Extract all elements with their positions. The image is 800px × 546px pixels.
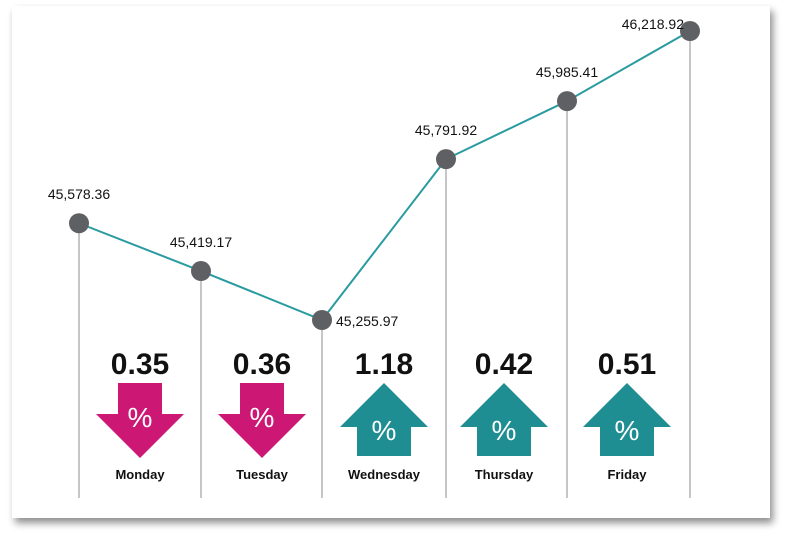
change-panels: 0.35% Monday 0.36% Tuesday 1.18% Wednesday 0.4…: [96, 348, 671, 482]
percent-symbol: %: [492, 415, 517, 446]
day-label-wednesday: Wednesday: [348, 467, 421, 482]
change-value-4: 0.42: [475, 348, 533, 381]
change-panel-monday: 0.35% Monday: [96, 348, 184, 482]
data-point-5: [557, 91, 577, 112]
value-label-4: 45,791.92: [415, 122, 477, 138]
change-panel-tuesday: 0.36% Tuesday: [218, 348, 306, 482]
drop-lines: [78, 31, 691, 498]
change-panel-thursday: 0.42% Thursday: [460, 348, 548, 482]
data-point-6: [680, 21, 700, 41]
data-point-3: [312, 310, 332, 330]
up-arrow-icon: [583, 383, 671, 456]
value-label-3: 45,255.97: [336, 313, 398, 329]
change-value-3: 1.18: [355, 348, 413, 381]
down-arrow-icon: [96, 383, 184, 458]
data-point-4: [436, 149, 456, 170]
up-arrow-icon: [340, 383, 428, 456]
value-label-5: 45,985.41: [536, 64, 598, 80]
series-line-group: [78, 30, 691, 322]
data-point-2: [191, 261, 211, 282]
day-label-thursday: Thursday: [475, 467, 534, 482]
value-labels: 45,578.36 45,419.17 45,255.97 45,791.92 45,9…: [48, 16, 684, 329]
value-label-6: 46,218.92: [622, 16, 684, 32]
data-point-1: [69, 213, 89, 234]
percent-symbol: %: [128, 402, 153, 433]
percent-symbol: %: [615, 415, 640, 446]
percent-symbol: %: [250, 402, 275, 433]
value-label-1: 45,578.36: [48, 186, 110, 202]
day-label-tuesday: Tuesday: [236, 467, 289, 482]
value-label-2: 45,419.17: [170, 234, 232, 250]
change-value-2: 0.36: [233, 348, 291, 381]
down-arrow-icon: [218, 383, 306, 458]
change-panel-friday: 0.51% Friday: [583, 348, 671, 482]
markers: [69, 21, 700, 330]
percent-symbol: %: [372, 415, 397, 446]
change-panel-wednesday: 1.18% Wednesday: [340, 348, 428, 482]
change-value-1: 0.35: [111, 348, 169, 381]
up-arrow-icon: [460, 383, 548, 456]
day-label-monday: Monday: [115, 467, 165, 482]
change-value-5: 0.51: [598, 348, 656, 381]
series-line: [78, 30, 691, 322]
day-label-friday: Friday: [607, 467, 647, 482]
